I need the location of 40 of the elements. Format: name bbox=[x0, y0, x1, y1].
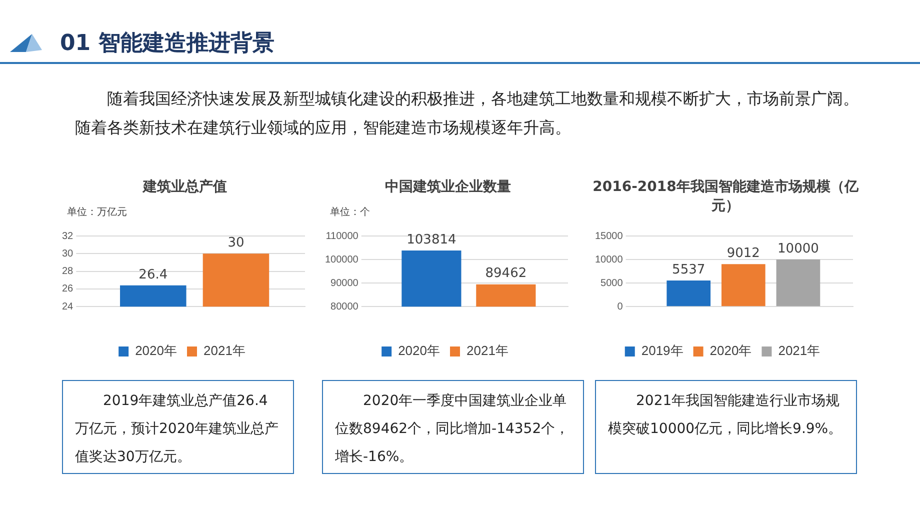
bar bbox=[776, 260, 820, 306]
y-axis-title: 单位：万亿元 bbox=[67, 206, 127, 219]
y-tick-label: 28 bbox=[62, 266, 74, 278]
legend-label: 2021年 bbox=[466, 343, 508, 358]
data-label: 9012 bbox=[726, 246, 760, 262]
text: 2020年一季度中国建筑业企业单位数89462个，同比增加-14352个，增长-16%。 bbox=[322, 380, 584, 474]
y-tick-label: 24 bbox=[62, 301, 74, 312]
y-tick-label: 100000 bbox=[324, 254, 359, 266]
data-label: 89462 bbox=[485, 266, 527, 282]
data-label: 103814 bbox=[406, 232, 456, 248]
data-label: 10000 bbox=[778, 241, 819, 256]
y-tick-label: 30 bbox=[62, 248, 74, 260]
legend-label: 2021年 bbox=[778, 343, 820, 358]
data-label: 26.4 bbox=[138, 267, 168, 282]
chart-title: 建筑业总产值 bbox=[141, 178, 228, 197]
bar bbox=[721, 264, 766, 306]
legend-label: 2020年 bbox=[398, 343, 440, 358]
bar bbox=[666, 280, 711, 306]
y-tick-label: 5000 bbox=[600, 278, 624, 289]
y-tick-label: 90000 bbox=[330, 278, 359, 289]
data-label: 5537 bbox=[672, 262, 706, 278]
y-tick-label: 10000 bbox=[594, 254, 624, 266]
text: 01 智能建造推进背景 bbox=[60, 30, 274, 58]
y-tick-label: 15000 bbox=[594, 230, 624, 242]
legend-label: 2021年 bbox=[204, 343, 246, 358]
y-tick-label: 0 bbox=[617, 301, 624, 312]
text: 2021年我国智能建造行业市场规模突破10000亿元，同比增长9.9%。 bbox=[595, 380, 857, 474]
chart-title: 2016-2018年我国智能建造市场规模（亿元） bbox=[592, 178, 860, 216]
y-tick-label: 32 bbox=[62, 230, 74, 242]
text: 随着我国经济快速发展及新型城镇化建设的积极推进，各地建筑工地数量和规模不断扩大，市场前景广阔。随着各类新技术在建筑行业领域的应用，智能建造市场规模逐年升高。 bbox=[75, 88, 860, 139]
text: 2019年建筑业总产值26.4万亿元，预计2020年建筑业总产值奖达30万亿元。 bbox=[62, 380, 294, 474]
y-tick-label: 110000 bbox=[326, 230, 359, 242]
y-tick-label: 80000 bbox=[330, 301, 359, 312]
data-label: 30 bbox=[228, 236, 244, 251]
legend-label: 2019年 bbox=[641, 343, 684, 358]
legend-label: 2020年 bbox=[710, 343, 752, 358]
y-axis-title: 单位：个 bbox=[330, 206, 370, 219]
y-tick-label: 26 bbox=[62, 284, 74, 295]
chart-title: 中国建筑业企业数量 bbox=[384, 178, 512, 197]
legend-label: 2020年 bbox=[135, 343, 177, 358]
